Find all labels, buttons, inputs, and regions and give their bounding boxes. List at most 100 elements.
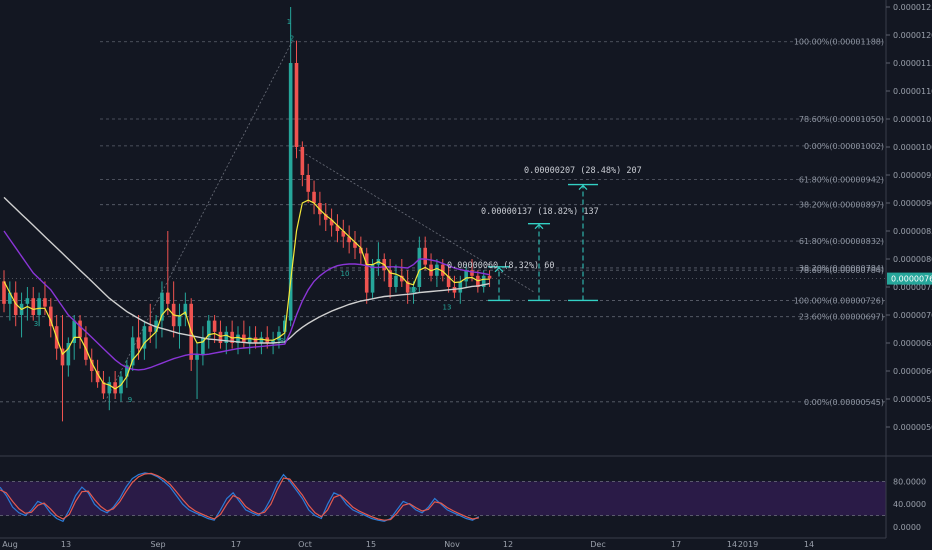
time-tick-label: 15 bbox=[366, 540, 376, 549]
time-tick-label: 2019 bbox=[738, 540, 758, 549]
candle-body bbox=[95, 371, 100, 383]
candle-body bbox=[288, 63, 293, 321]
td-count-label: 13 bbox=[443, 303, 452, 311]
candle-body bbox=[347, 236, 351, 243]
td-count-label: 3 bbox=[34, 320, 38, 328]
price-tick-label: 0.00000650 bbox=[893, 339, 932, 348]
candle-body bbox=[89, 359, 94, 371]
fib-level-label: 61.80%(0.00000832) bbox=[799, 237, 884, 246]
candle-body bbox=[271, 340, 275, 343]
td-count-label: 2 bbox=[290, 35, 294, 43]
fib-level-label: 78.60%(0.00000784) bbox=[799, 266, 884, 275]
fib-level-label: 0.00%(0.00000545) bbox=[804, 398, 884, 407]
candle-body bbox=[294, 63, 299, 147]
candle-body bbox=[417, 247, 422, 287]
td-count-label: 9 bbox=[128, 396, 132, 404]
candle-body bbox=[160, 292, 164, 321]
time-tick-label: Dec bbox=[590, 540, 605, 549]
candle-body bbox=[423, 247, 427, 265]
trend-line-down bbox=[291, 145, 536, 293]
price-tick-label: 0.00001150 bbox=[893, 59, 932, 68]
candle-body bbox=[212, 320, 217, 332]
price-tick-label: 0.00000900 bbox=[893, 199, 932, 208]
time-tick-label: 12 bbox=[503, 540, 513, 549]
fib-level-label: 0.00%(0.00001002) bbox=[804, 142, 884, 151]
candle-body bbox=[318, 203, 322, 215]
price-tick-label: 0.00000800 bbox=[893, 255, 932, 264]
candle-body bbox=[329, 219, 334, 226]
time-tick-label: 17 bbox=[671, 540, 681, 549]
candle-body bbox=[359, 247, 363, 254]
td-count-label: 12 bbox=[409, 287, 418, 295]
time-tick-label: 17 bbox=[231, 540, 241, 549]
fib-level-label: 61.80%(0.00000942) bbox=[799, 175, 884, 184]
fib-level-label: 100.00%(0.00000726) bbox=[794, 296, 884, 305]
candle-body bbox=[259, 337, 264, 343]
price-tick-label: 0.00000850 bbox=[893, 227, 932, 236]
candle-body bbox=[341, 231, 346, 237]
candle-body bbox=[353, 242, 357, 248]
candle-body bbox=[125, 365, 129, 377]
candle-body bbox=[78, 320, 82, 338]
candle-body bbox=[43, 298, 47, 307]
candle-body bbox=[253, 337, 258, 343]
fib-level-label: 78.60%(0.00001050) bbox=[799, 115, 884, 124]
candle-body bbox=[283, 320, 287, 332]
candle-body bbox=[300, 147, 305, 175]
measure-arrowhead bbox=[494, 266, 504, 273]
measure-label: 0.00000060 (8.32%) 60 bbox=[447, 261, 554, 271]
td-count-label: 1 bbox=[287, 18, 291, 26]
candle-body bbox=[224, 331, 229, 343]
price-tick-label: 0.00000600 bbox=[893, 367, 932, 376]
candle-body bbox=[201, 337, 205, 355]
measure-arrowhead bbox=[578, 184, 588, 190]
candle-body bbox=[405, 281, 410, 293]
candle-body bbox=[236, 334, 240, 343]
oscillator-tick-label: 40.0000 bbox=[893, 500, 926, 509]
candle-body bbox=[107, 382, 112, 394]
measure-label: 0.00000207 (28.48%) 207 bbox=[524, 166, 642, 176]
price-tick-label: 0.00000950 bbox=[893, 171, 932, 180]
candle-body bbox=[2, 281, 6, 304]
oscillator-d-line bbox=[0, 472, 479, 521]
candle-body bbox=[183, 303, 188, 315]
fib-level-label: 38.20%(0.00000784) bbox=[799, 264, 884, 273]
time-tick-label: 14 bbox=[727, 540, 737, 549]
price-tick-label: 0.00000750 bbox=[893, 283, 932, 292]
candle-body bbox=[411, 287, 416, 293]
fib-level-label: 38.20%(0.00000897) bbox=[799, 201, 884, 210]
candle-body bbox=[435, 264, 439, 276]
candle-body bbox=[323, 214, 328, 220]
candle-body bbox=[487, 275, 492, 279]
candle-body bbox=[218, 331, 223, 343]
time-tick-label: Oct bbox=[298, 540, 312, 549]
candle-body bbox=[113, 382, 117, 394]
current-price-badge bbox=[887, 272, 932, 285]
ema-yellow-line bbox=[3, 199, 490, 390]
price-pane[interactable]: 100.00%(0.00001188) 78.60%(0.00001050) 0.0… bbox=[0, 0, 886, 456]
oscillator-tick-label: 80.0000 bbox=[893, 477, 926, 486]
oscillator-pane[interactable] bbox=[0, 472, 886, 523]
candle-body bbox=[400, 275, 404, 282]
candle-body bbox=[49, 306, 53, 327]
candle-body bbox=[464, 270, 468, 282]
fib-level-label: 23.60%(0.00000697) bbox=[799, 313, 884, 322]
oscillator-k-line bbox=[0, 472, 480, 523]
candle-body bbox=[130, 337, 135, 366]
candle-body bbox=[277, 331, 281, 341]
oscillator-band bbox=[0, 481, 886, 516]
candle-body bbox=[481, 275, 486, 287]
fib-level-label: 100.00%(0.00001188) bbox=[794, 38, 884, 47]
candle-body bbox=[66, 343, 71, 366]
price-tick-label: 0.00001200 bbox=[893, 31, 932, 40]
time-tick-label: Aug bbox=[2, 540, 18, 549]
candle-body bbox=[136, 337, 141, 349]
candle-body bbox=[177, 315, 182, 327]
candle-body bbox=[60, 348, 65, 366]
price-tick-label: 0.00000500 bbox=[893, 423, 932, 432]
candle-body bbox=[8, 292, 12, 304]
candle-body bbox=[446, 275, 451, 287]
time-tick-label: Nov bbox=[444, 540, 460, 549]
